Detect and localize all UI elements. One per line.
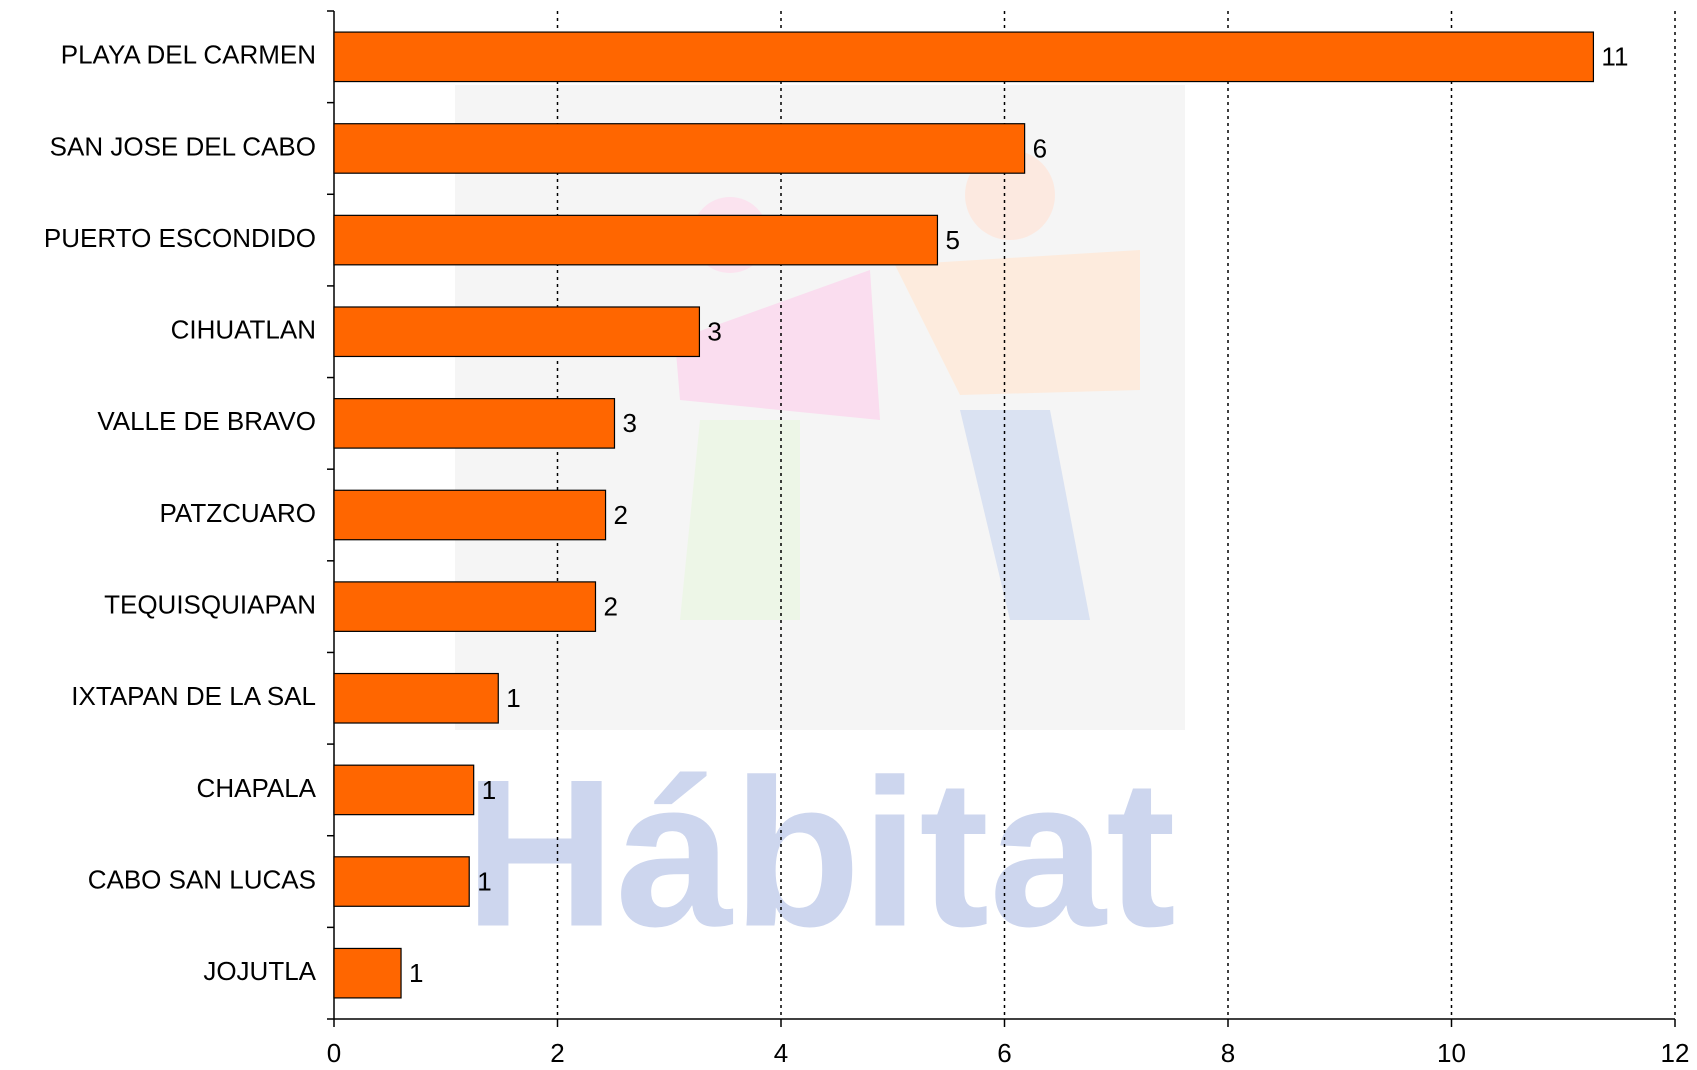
y-tick-label: IXTAPAN DE LA SAL xyxy=(71,681,316,711)
value-label: 5 xyxy=(945,225,959,255)
x-tick-label: 10 xyxy=(1437,1038,1466,1068)
value-label: 3 xyxy=(707,317,721,347)
y-tick-label: PATZCUARO xyxy=(160,498,316,528)
watermark-shape xyxy=(680,420,800,620)
chart: Hábitat 024681012PLAYA DEL CARMEN11SAN J… xyxy=(0,0,1697,1070)
bar xyxy=(334,857,469,906)
value-label: 6 xyxy=(1033,133,1047,163)
value-label: 1 xyxy=(409,958,423,988)
bar xyxy=(334,32,1593,81)
value-label: 1 xyxy=(482,775,496,805)
value-label: 1 xyxy=(506,683,520,713)
bar xyxy=(334,582,595,631)
x-tick-label: 12 xyxy=(1661,1038,1690,1068)
x-tick-label: 0 xyxy=(327,1038,341,1068)
watermark: Hábitat xyxy=(464,735,1176,970)
y-tick-label: VALLE DE BRAVO xyxy=(97,406,316,436)
y-tick-label: SAN JOSE DEL CABO xyxy=(50,131,316,161)
y-tick-label: CHAPALA xyxy=(197,773,317,803)
y-tick-label: CABO SAN LUCAS xyxy=(88,864,316,894)
value-label: 11 xyxy=(1601,42,1628,72)
bar xyxy=(334,674,498,723)
value-label: 2 xyxy=(603,592,617,622)
bar xyxy=(334,765,474,814)
value-label: 1 xyxy=(477,866,491,896)
bar xyxy=(334,490,606,539)
x-tick-label: 2 xyxy=(550,1038,564,1068)
bar xyxy=(334,307,699,356)
x-tick-label: 6 xyxy=(997,1038,1011,1068)
x-tick-label: 8 xyxy=(1221,1038,1235,1068)
value-label: 3 xyxy=(622,408,636,438)
bar xyxy=(334,948,401,997)
y-tick-label: PLAYA DEL CARMEN xyxy=(61,40,316,70)
x-tick-label: 4 xyxy=(774,1038,788,1068)
y-tick-label: TEQUISQUIAPAN xyxy=(104,590,316,620)
bar xyxy=(334,399,614,448)
y-tick-label: JOJUTLA xyxy=(203,956,316,986)
value-label: 2 xyxy=(614,500,628,530)
bar xyxy=(334,215,937,264)
bar xyxy=(334,124,1025,173)
y-tick-label: CIHUATLAN xyxy=(171,315,316,345)
y-tick-label: PUERTO ESCONDIDO xyxy=(44,223,316,253)
